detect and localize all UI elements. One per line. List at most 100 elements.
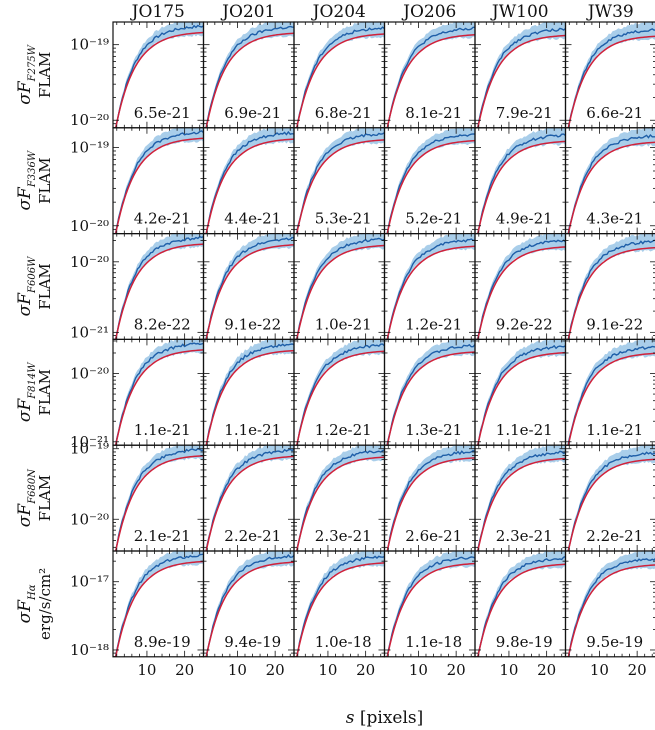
x-tick-label: 10 xyxy=(590,661,609,679)
uncertainty-band xyxy=(296,339,385,446)
model-curve xyxy=(386,351,475,446)
model-curve xyxy=(477,457,566,552)
panel-1-2 xyxy=(295,127,385,234)
value-label: 5.2e-21 xyxy=(405,210,462,228)
uncertainty-band xyxy=(296,445,385,552)
uncertainty-band xyxy=(205,445,294,552)
model-curve xyxy=(386,34,475,128)
uncertainty-band xyxy=(567,22,655,128)
y-tick-label: 10⁻²⁰ xyxy=(70,253,109,271)
model-curve xyxy=(477,246,566,340)
observed-curve xyxy=(567,451,655,552)
value-label: 1.1e-21 xyxy=(224,421,281,439)
panel-4-4 xyxy=(477,445,566,552)
model-curve xyxy=(567,35,655,128)
uncertainty-band xyxy=(295,127,385,234)
model-curve xyxy=(296,456,385,552)
value-label: 9.5e-19 xyxy=(586,633,643,651)
uncertainty-band xyxy=(567,233,655,340)
panel-3-2 xyxy=(296,339,385,446)
uncertainty-band xyxy=(386,127,475,234)
x-tick-label: 10 xyxy=(228,661,247,679)
panel-2-2 xyxy=(295,233,385,340)
y-tick-label: 10⁻¹⁹ xyxy=(70,440,109,458)
panel-2-0 xyxy=(114,233,204,340)
column-title-JO175: JO175 xyxy=(130,2,185,22)
value-label: 8.9e-19 xyxy=(134,633,191,651)
uncertainty-band xyxy=(476,339,566,446)
observed-curve xyxy=(296,343,385,446)
row-label-unit: FLAM xyxy=(36,52,54,99)
row-label-quantity: σFHα xyxy=(15,584,38,623)
panel-5-2 xyxy=(296,551,385,657)
observed-curve xyxy=(205,130,294,234)
observed-curve xyxy=(295,237,385,340)
value-label: 8.1e-21 xyxy=(405,104,462,122)
value-label: 9.1e-22 xyxy=(586,315,643,333)
model-curve xyxy=(477,351,566,446)
y-tick-label: 10⁻²⁰ xyxy=(70,111,109,129)
value-label: 1.1e-18 xyxy=(405,633,462,651)
model-curve xyxy=(567,564,655,657)
panel-3-3 xyxy=(386,339,475,446)
x-tick-label: 10 xyxy=(318,661,337,679)
model-curve xyxy=(205,561,294,657)
value-label: 4.9e-21 xyxy=(496,210,553,228)
row-label-unit: FLAM xyxy=(36,475,54,522)
uncertainty-band xyxy=(205,22,294,128)
value-label: 5.3e-21 xyxy=(315,210,372,228)
model-curve xyxy=(567,141,655,234)
model-curve xyxy=(114,137,204,234)
uncertainty-band xyxy=(386,445,475,552)
value-label: 1.0e-21 xyxy=(315,315,372,333)
observed-curve xyxy=(477,555,566,657)
x-tick-label: 20 xyxy=(356,661,375,679)
panel-0-5 xyxy=(567,22,655,128)
uncertainty-band xyxy=(296,551,385,657)
observed-curve xyxy=(205,236,294,340)
model-curve xyxy=(205,32,294,128)
model-curve xyxy=(567,352,655,446)
column-title-JO206: JO206 xyxy=(401,2,456,22)
panel-1-5 xyxy=(567,127,655,234)
model-curve xyxy=(114,31,204,128)
panel-4-1 xyxy=(205,445,294,552)
panel-5-0 xyxy=(114,551,204,657)
observed-curve xyxy=(296,555,385,657)
x-tick-label: 20 xyxy=(628,661,647,679)
row-label-unit: erg/s/cm² xyxy=(36,568,54,640)
row-label-quantity: σFF275W xyxy=(15,44,38,104)
model-curve xyxy=(114,454,204,552)
model-curve xyxy=(567,458,655,552)
model-curve xyxy=(296,350,385,446)
value-label: 1.3e-21 xyxy=(405,421,462,439)
panel-0-0 xyxy=(114,22,204,128)
model-curve xyxy=(386,245,475,340)
model-curve xyxy=(296,33,385,128)
y-tick-label: 10⁻¹⁷ xyxy=(70,573,109,591)
uncertainty-band xyxy=(205,339,294,446)
model-curve xyxy=(205,244,294,340)
value-label: 1.2e-21 xyxy=(405,315,462,333)
value-label: 4.3e-21 xyxy=(586,210,643,228)
uncertainty-band xyxy=(205,233,294,340)
value-label: 2.1e-21 xyxy=(134,527,191,545)
value-label: 1.1e-21 xyxy=(134,421,191,439)
observed-curve xyxy=(477,450,566,552)
model-curve xyxy=(567,246,655,340)
uncertainty-band xyxy=(477,445,566,552)
value-label: 7.9e-21 xyxy=(496,104,553,122)
uncertainty-band xyxy=(205,127,294,234)
value-label: 2.2e-21 xyxy=(586,527,643,545)
x-tick-label: 20 xyxy=(175,661,194,679)
observed-curve xyxy=(386,449,475,552)
row-label-quantity: σFF606W xyxy=(15,256,38,316)
column-title-JO204: JO204 xyxy=(311,2,366,22)
value-label: 9.2e-22 xyxy=(496,315,553,333)
model-curve xyxy=(477,563,566,657)
uncertainty-band xyxy=(114,551,204,657)
column-title-JO201: JO201 xyxy=(220,2,275,22)
